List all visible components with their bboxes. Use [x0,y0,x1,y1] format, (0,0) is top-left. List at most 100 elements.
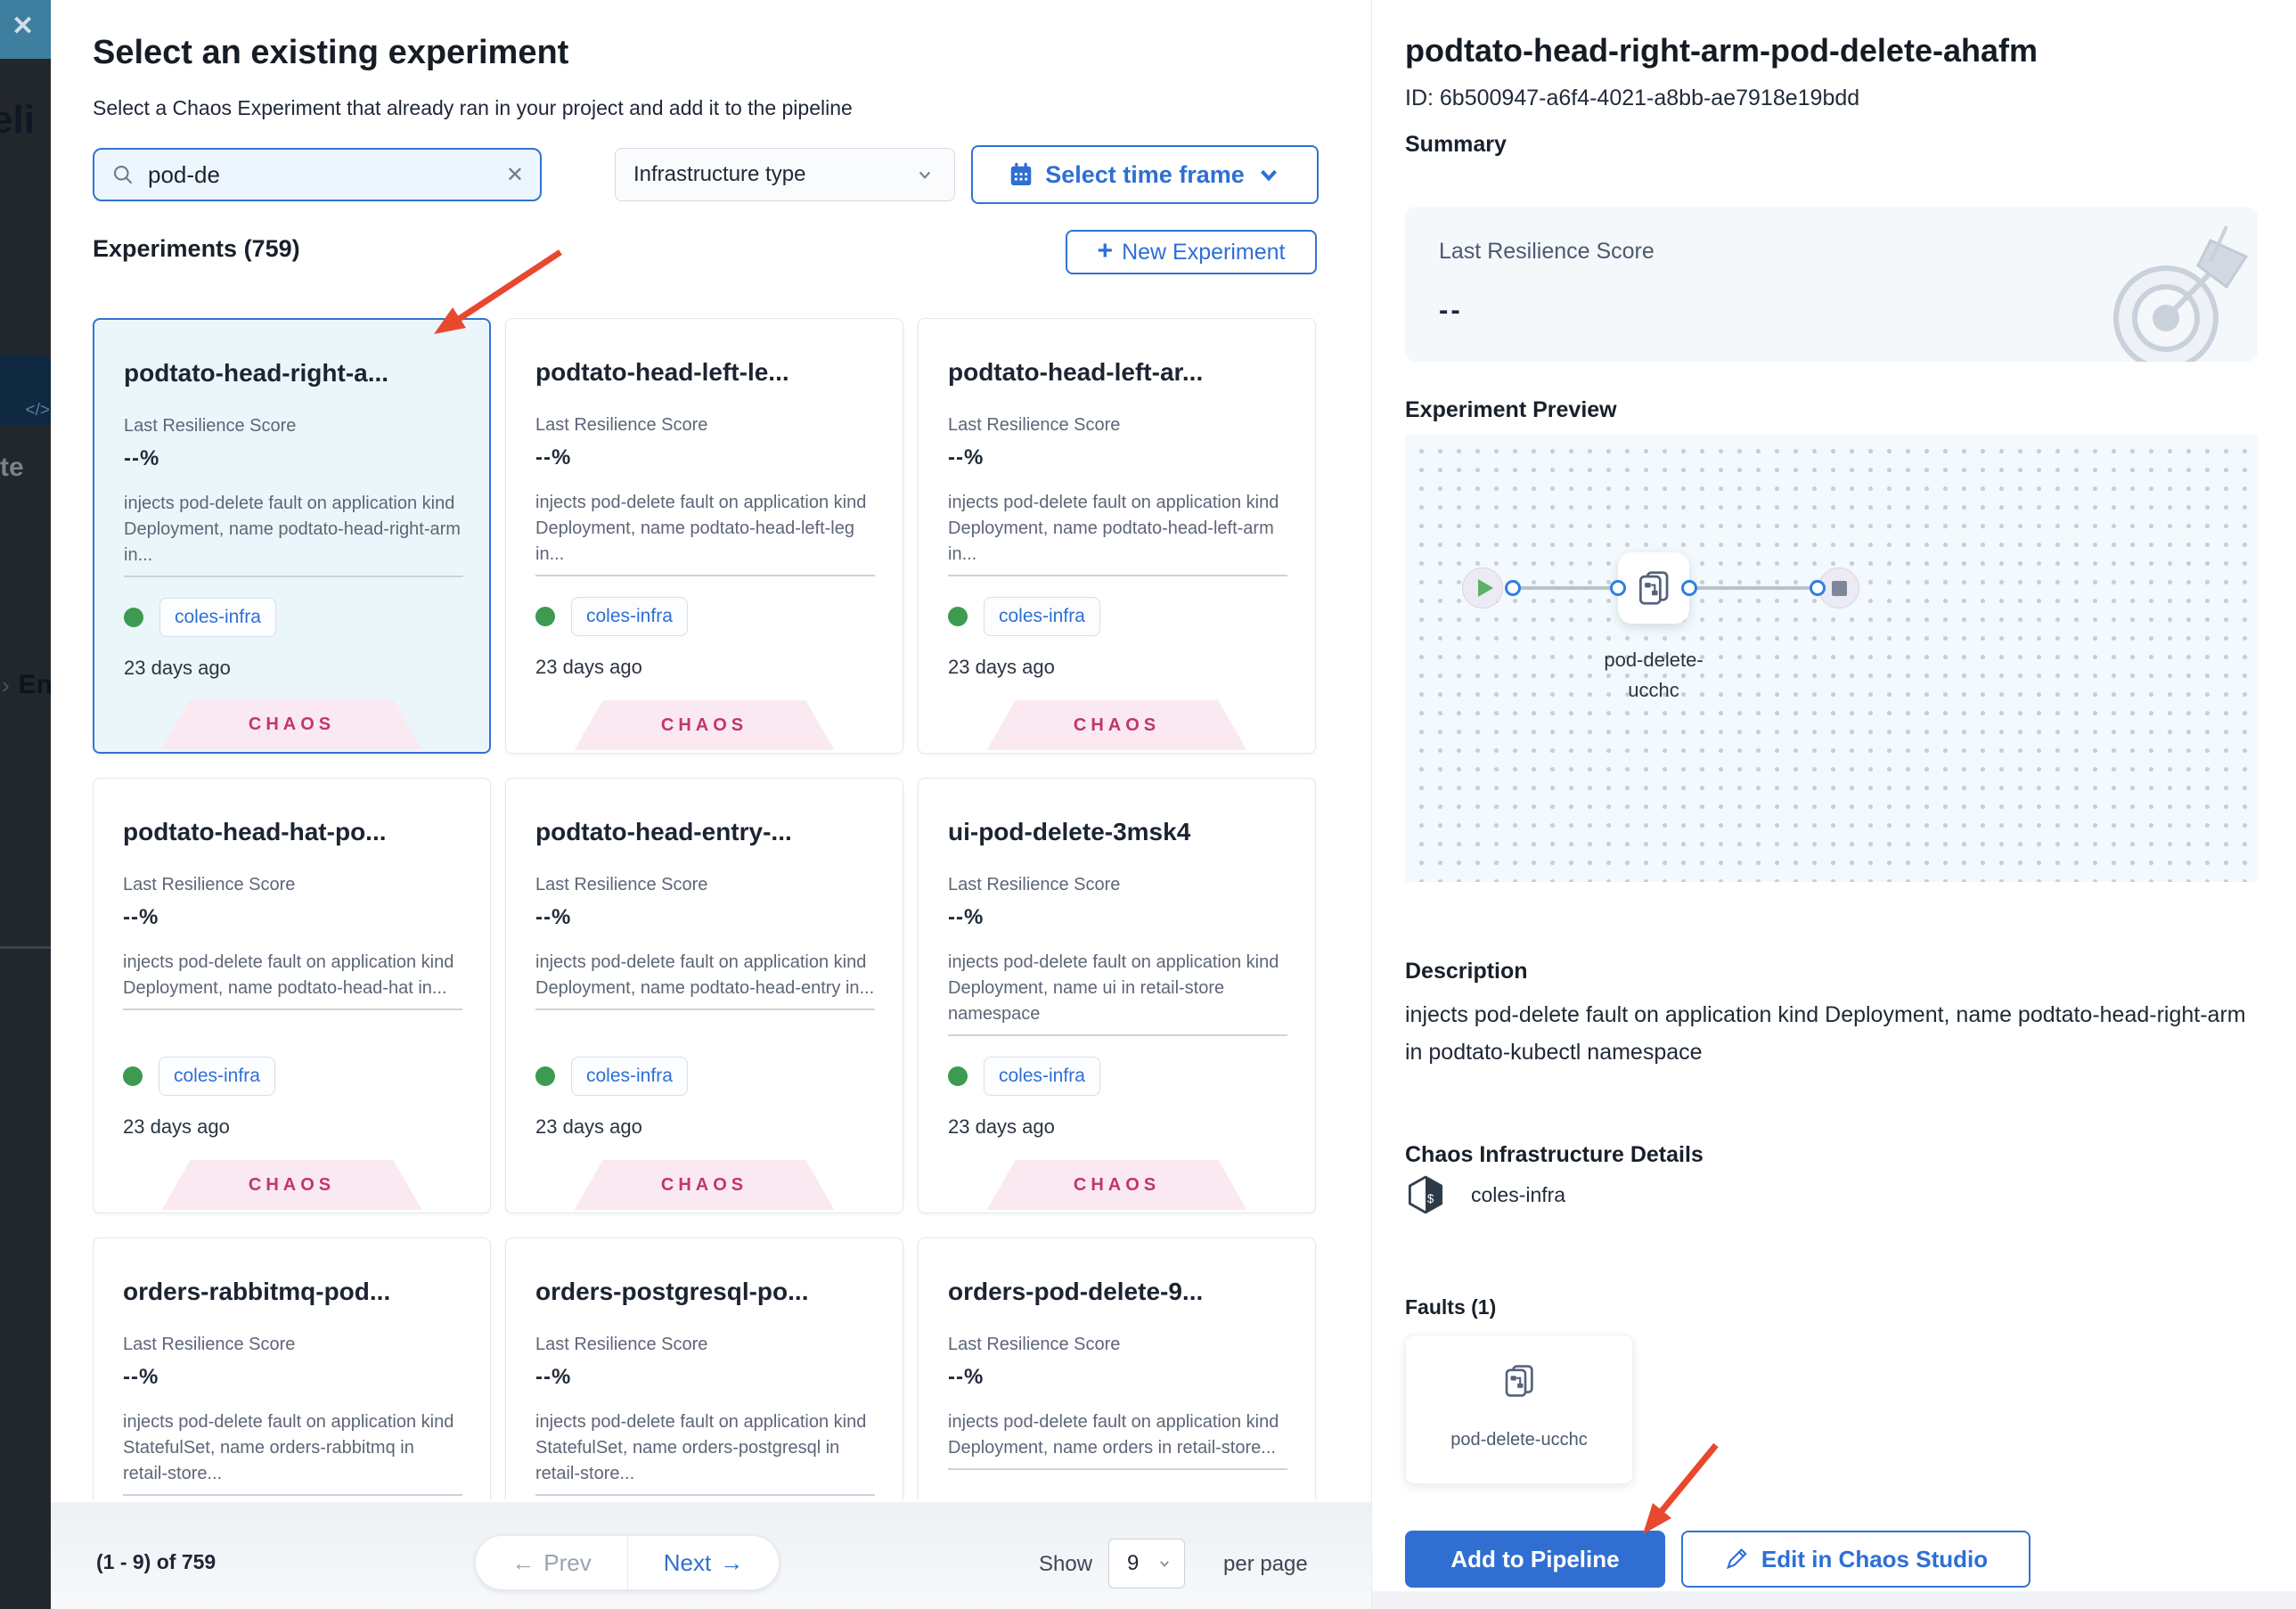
page-subtitle: Select a Chaos Experiment that already r… [93,96,853,119]
card-score-label: Last Resilience Score [123,1335,296,1354]
card-score-label: Last Resilience Score [535,875,708,894]
infra-chip[interactable]: coles-infra [159,598,276,637]
new-experiment-button[interactable]: + New Experiment [1066,230,1317,274]
card-updated-time: 23 days ago [535,1115,642,1138]
infra-chip[interactable]: coles-infra [984,597,1100,636]
infra-chip[interactable]: coles-infra [159,1057,275,1096]
close-icon[interactable]: ✕ [12,12,35,41]
resilience-score-card: Last Resilience Score -- [1405,207,2258,362]
card-infra-row: coles-infra [948,1057,1100,1096]
card-score-value: --% [123,1365,159,1389]
experiment-card-title: podtato-head-right-a... [124,359,389,387]
search-box[interactable]: ✕ [93,148,542,201]
card-description: injects pod-delete fault on application … [123,950,462,1010]
dropdown-selected-label: Infrastructure type [633,162,806,186]
infra-chip[interactable]: coles-infra [571,1057,688,1096]
clear-search-icon[interactable]: ✕ [505,162,524,187]
connection-point [1810,580,1826,596]
edit-in-chaos-studio-button[interactable]: Edit in Chaos Studio [1681,1531,2030,1588]
background-pipeline-title-fragment: eli [0,98,35,142]
experiment-card-title: orders-rabbitmq-pod... [123,1278,391,1305]
background-stage-pill: </> [0,355,51,426]
experiment-card[interactable]: podtato-head-entry-... Last Resilience S… [505,778,903,1213]
experiment-description: injects pod-delete fault on application … [1405,1002,2246,1065]
card-description: injects pod-delete fault on application … [124,491,463,577]
chevron-right-icon: › [2,672,10,698]
status-dot [124,608,143,627]
page-size-value: 9 [1127,1551,1140,1575]
chaos-tag: CHAOS [986,1160,1247,1210]
experiment-card[interactable]: ui-pod-delete-3msk4 Last Resilience Scor… [918,778,1316,1213]
prev-page-button[interactable]: ← Prev [511,1548,592,1576]
pagination-pill: ← Prev Next → [475,1535,780,1590]
stop-icon [1831,580,1847,596]
pipeline-edge [1689,586,1818,590]
experiment-card[interactable]: podtato-head-left-le... Last Resilience … [505,318,903,754]
select-time-frame-button[interactable]: Select time frame [971,145,1319,204]
experiment-preview-canvas: pod-delete- ucchc [1405,435,2258,882]
card-description: injects pod-delete fault on application … [535,1409,875,1496]
add-to-pipeline-button[interactable]: Add to Pipeline [1405,1531,1665,1588]
pagination-range: (1 - 9) of 759 [96,1550,217,1573]
connection-point [1681,580,1697,596]
play-icon [1477,579,1493,597]
time-frame-label: Select time frame [1045,160,1245,188]
experiment-card[interactable]: podtato-head-hat-po... Last Resilience S… [93,778,491,1213]
target-illustration [2113,225,2249,362]
next-page-button[interactable]: Next → [627,1536,779,1589]
infrastructure-type-dropdown[interactable]: Infrastructure type [615,148,955,201]
card-score-label: Last Resilience Score [948,1335,1121,1354]
fault-card[interactable]: pod-delete-ucchc [1405,1335,1633,1484]
fault-name: pod-delete-ucchc [1450,1430,1588,1450]
card-score-value: --% [948,1365,985,1389]
card-score-value: --% [123,905,159,929]
experiment-card[interactable]: orders-pod-delete-9... Last Resilience S… [918,1237,1316,1499]
card-description: injects pod-delete fault on application … [948,490,1287,576]
select-experiment-modal: Select an existing experiment Select a C… [51,0,2296,1609]
card-updated-time: 23 days ago [948,656,1055,678]
experiment-card[interactable]: orders-rabbitmq-pod... Last Resilience S… [93,1237,491,1499]
experiment-card[interactable]: podtato-head-left-ar... Last Resilience … [918,318,1316,754]
card-updated-time: 23 days ago [123,1115,230,1138]
fault-node-label: pod-delete- [1604,649,1704,671]
infra-chip[interactable]: coles-infra [571,597,688,636]
status-dot [948,1066,968,1086]
kubernetes-infra-icon: $ [1408,1175,1443,1214]
card-infra-row: coles-infra [948,597,1100,636]
start-node[interactable] [1462,568,1503,608]
infrastructure-name: coles-infra [1471,1182,1566,1206]
card-score-value: --% [948,905,985,929]
score-value: -- [1439,294,1463,325]
preview-heading: Experiment Preview [1405,397,1617,422]
search-input[interactable] [148,160,506,189]
experiment-card-title: orders-postgresql-po... [535,1278,809,1305]
infrastructure-row: $ coles-infra [1405,1174,1565,1215]
fault-node[interactable] [1618,552,1689,624]
infra-chip[interactable]: coles-infra [984,1057,1100,1096]
card-description: injects pod-delete fault on application … [535,490,875,576]
status-dot [535,1066,555,1086]
card-description: injects pod-delete fault on application … [535,950,875,1010]
card-description: injects pod-delete fault on application … [123,1409,462,1496]
status-dot [948,607,968,626]
experiment-grid-viewport: podtato-head-right-a... Last Resilience … [93,318,1335,1499]
chaos-tag: CHAOS [161,1160,422,1210]
experiment-card-title: podtato-head-hat-po... [123,818,387,845]
card-score-value: --% [124,446,160,470]
page-size-select[interactable]: 9 [1108,1539,1185,1589]
card-score-label: Last Resilience Score [948,875,1121,894]
chevron-down-icon [1260,169,1277,182]
experiment-card-title: ui-pod-delete-3msk4 [948,818,1191,845]
arrow-left-icon: ← [511,1548,535,1576]
experiment-title: podtato-head-right-arm-pod-delete-ahafm [1405,32,2038,69]
status-dot [123,1066,143,1086]
experiment-card[interactable]: podtato-head-right-a... Last Resilience … [93,318,491,754]
card-infra-row: coles-infra [123,1057,275,1096]
chaos-tag: CHAOS [574,700,835,750]
infrastructure-heading: Chaos Infrastructure Details [1405,1142,1704,1167]
card-score-label: Last Resilience Score [948,415,1121,435]
card-score-label: Last Resilience Score [123,875,296,894]
experiment-card[interactable]: orders-postgresql-po... Last Resilience … [505,1237,903,1499]
background-text-fragment: te [0,453,24,482]
